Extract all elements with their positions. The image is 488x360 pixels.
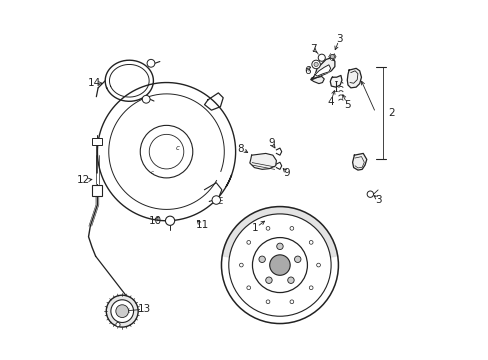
Circle shape — [259, 256, 265, 262]
Polygon shape — [314, 65, 330, 76]
Polygon shape — [222, 207, 337, 257]
Circle shape — [294, 256, 300, 262]
FancyBboxPatch shape — [92, 185, 102, 196]
Polygon shape — [346, 68, 361, 88]
Text: 4: 4 — [326, 97, 333, 107]
Text: 8: 8 — [237, 144, 244, 154]
Text: c: c — [150, 170, 154, 175]
Circle shape — [269, 255, 289, 275]
Circle shape — [147, 59, 155, 67]
Polygon shape — [310, 58, 334, 79]
Circle shape — [313, 62, 318, 67]
Circle shape — [116, 323, 120, 327]
Text: 5: 5 — [343, 99, 350, 109]
Text: 3: 3 — [374, 195, 381, 205]
Polygon shape — [352, 153, 366, 170]
Circle shape — [366, 191, 373, 197]
Circle shape — [111, 300, 133, 323]
Circle shape — [212, 196, 220, 204]
Text: 9: 9 — [268, 138, 275, 148]
Text: 14: 14 — [88, 78, 102, 88]
Circle shape — [116, 305, 128, 318]
Text: 3: 3 — [335, 34, 342, 44]
Circle shape — [287, 277, 294, 283]
Text: 13: 13 — [137, 304, 150, 314]
Circle shape — [106, 295, 138, 327]
Text: 7: 7 — [310, 44, 316, 54]
Text: c: c — [175, 145, 179, 151]
Circle shape — [276, 243, 283, 249]
Circle shape — [311, 60, 320, 69]
Text: 1: 1 — [251, 223, 258, 233]
Circle shape — [329, 54, 334, 59]
Polygon shape — [310, 77, 324, 84]
Text: 6: 6 — [304, 66, 310, 76]
Text: 9: 9 — [283, 168, 290, 178]
Circle shape — [318, 54, 325, 61]
Text: 11: 11 — [195, 220, 208, 230]
Polygon shape — [329, 76, 341, 87]
Circle shape — [142, 95, 150, 103]
Text: 12: 12 — [77, 175, 90, 185]
Text: 10: 10 — [148, 216, 162, 226]
Circle shape — [265, 277, 272, 283]
Polygon shape — [249, 153, 276, 169]
Circle shape — [165, 216, 174, 225]
Bar — [92, 138, 102, 145]
Text: 2: 2 — [387, 108, 394, 118]
